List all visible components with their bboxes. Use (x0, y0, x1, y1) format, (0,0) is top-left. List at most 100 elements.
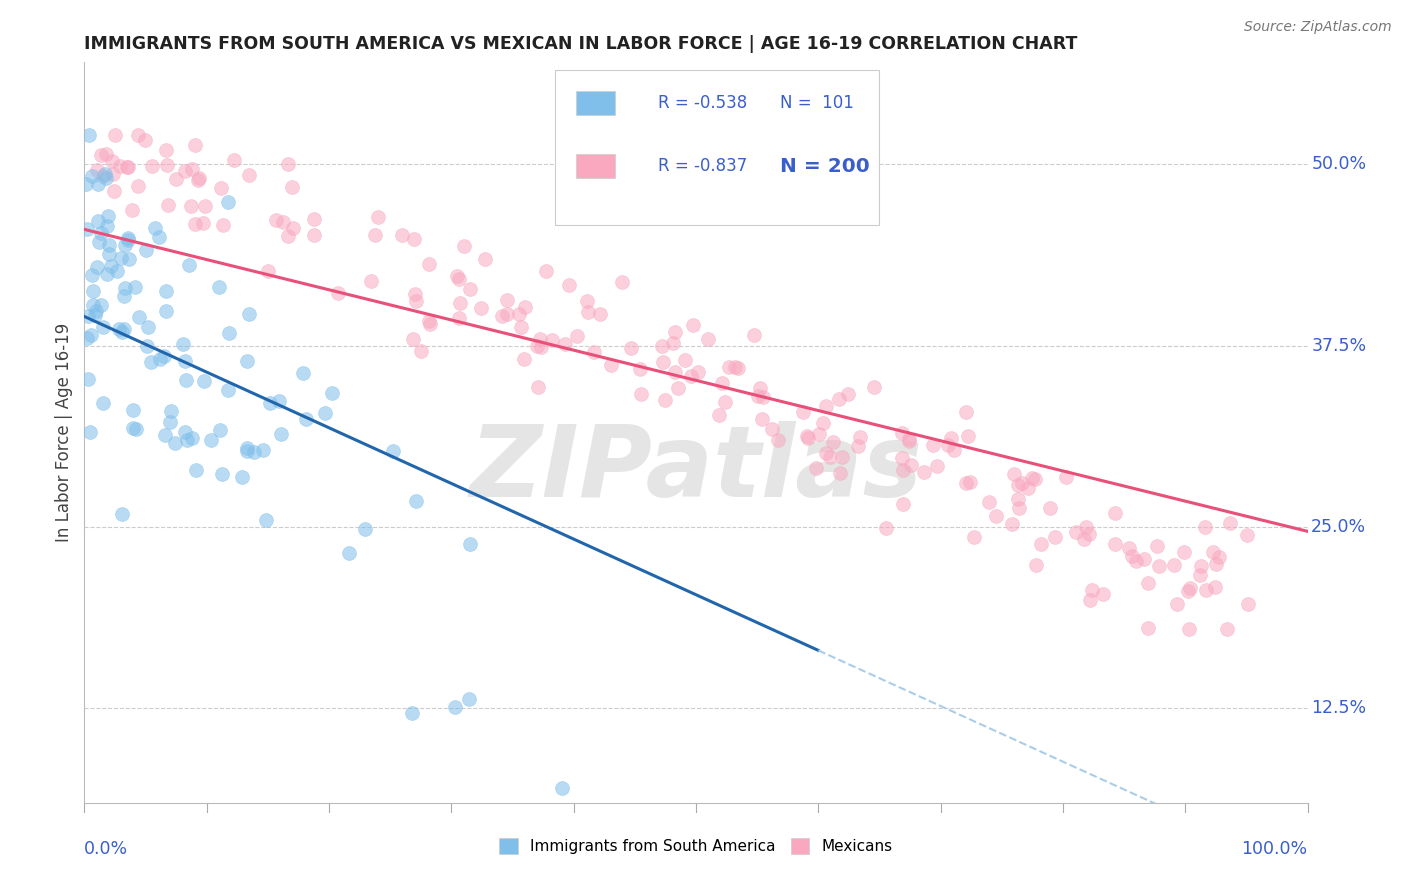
Point (165, 436, 187, 450)
Point (589, 307, 612, 321)
Point (209, 181, 232, 195)
Point (124, 280, 146, 294)
Point (751, 412, 773, 426)
Point (391, 227, 413, 242)
Point (156, 198, 179, 212)
Point (252, 443, 274, 458)
Point (127, 128, 149, 143)
Text: IMMIGRANTS FROM SOUTH AMERICA VS MEXICAN IN LABOR FORCE | AGE 16-19 CORRELATION : IMMIGRANTS FROM SOUTH AMERICA VS MEXICAN… (84, 35, 1078, 53)
Y-axis label: In Labor Force | Age 16-19: In Labor Force | Age 16-19 (55, 323, 73, 542)
Text: N =  101: N = 101 (780, 95, 855, 112)
Point (75, 178, 97, 192)
Point (1000, 517, 1022, 532)
Point (1194, 520, 1216, 534)
Point (153, 428, 176, 442)
Point (939, 431, 962, 445)
Point (184, 463, 207, 477)
Point (1189, 558, 1212, 573)
Point (96, 171, 118, 186)
Point (418, 314, 440, 328)
Point (80, 268, 103, 282)
Point (1208, 549, 1230, 564)
Point (956, 428, 979, 442)
Point (277, 229, 299, 244)
Point (294, 412, 316, 426)
Point (1216, 622, 1239, 636)
Point (180, 431, 202, 445)
Point (405, 293, 427, 308)
Point (136, 320, 159, 334)
Point (1008, 501, 1031, 516)
Text: 12.5%: 12.5% (1312, 699, 1367, 717)
Point (242, 444, 264, 458)
Point (582, 345, 605, 359)
Point (177, 258, 200, 272)
Point (84, 304, 107, 318)
Point (235, 353, 257, 368)
Point (277, 157, 299, 171)
Point (141, 159, 163, 173)
Point (96, 267, 118, 281)
Point (236, 443, 259, 458)
Point (103, 184, 125, 198)
Point (742, 327, 765, 342)
Point (1017, 481, 1039, 495)
Point (963, 530, 986, 544)
Point (159, 415, 181, 429)
Point (105, 264, 128, 278)
Point (97, 246, 120, 260)
Point (156, 158, 179, 172)
Point (620, 341, 643, 355)
Point (1204, 580, 1226, 594)
Point (534, 264, 557, 278)
Point (821, 435, 844, 450)
Point (515, 301, 537, 315)
Point (630, 386, 652, 401)
Point (83, 308, 105, 322)
Point (82, 298, 104, 312)
Point (1178, 581, 1201, 595)
Point (148, 230, 170, 244)
Text: 37.5%: 37.5% (1312, 336, 1367, 354)
Point (401, 706, 423, 721)
Point (217, 195, 239, 210)
Point (80, 169, 103, 184)
Point (453, 239, 475, 253)
Point (364, 228, 387, 243)
Point (135, 339, 157, 353)
Point (87, 235, 110, 249)
Point (96, 219, 118, 234)
Point (100, 153, 122, 168)
Point (121, 203, 143, 218)
Point (679, 368, 702, 383)
Point (404, 232, 426, 246)
Point (176, 433, 198, 447)
Point (449, 272, 471, 286)
Point (1121, 549, 1143, 564)
Point (724, 359, 747, 374)
Point (1039, 501, 1062, 516)
Point (367, 210, 389, 224)
Point (697, 332, 720, 346)
Point (565, 329, 588, 343)
Point (1077, 527, 1099, 541)
Point (117, 231, 139, 245)
Point (77, 309, 100, 323)
Text: ZIPatlas: ZIPatlas (470, 421, 922, 518)
Text: 0.0%: 0.0% (84, 840, 128, 858)
FancyBboxPatch shape (555, 70, 880, 226)
Point (87, 214, 110, 228)
Point (236, 441, 259, 455)
Point (984, 508, 1007, 523)
Point (460, 282, 482, 296)
Point (238, 168, 260, 182)
Point (180, 199, 202, 213)
Point (80, 328, 103, 343)
Point (354, 522, 377, 536)
Point (91, 169, 114, 184)
Point (1195, 582, 1218, 597)
Point (554, 337, 576, 351)
Point (664, 365, 686, 379)
Point (495, 307, 517, 321)
Point (1205, 557, 1227, 571)
